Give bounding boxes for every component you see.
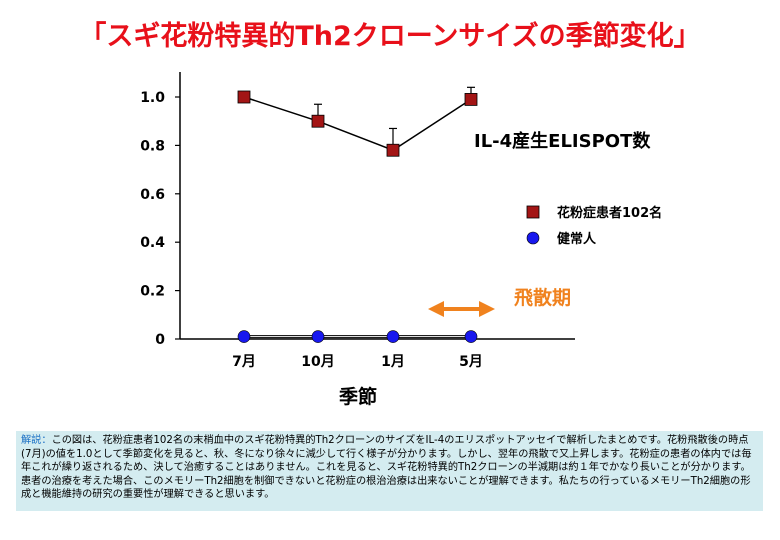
- y-tick-label: 0.8: [140, 138, 165, 154]
- legend-label: 健常人: [557, 231, 597, 247]
- data-point-healthy: [311, 330, 325, 343]
- y-tick-label: 0.4: [140, 235, 165, 251]
- chart-marks: [237, 86, 495, 343]
- x-tick-label: 7月: [232, 354, 256, 370]
- chart: 0 0.2 0.4 0.6 0.8 1.0 7月 10月 1月 5月 IL-4産生ELISPOT数…: [140, 72, 662, 408]
- data-point-healthy: [464, 330, 478, 343]
- x-tick-label: 1月: [381, 354, 405, 370]
- chart-annotation: IL-4産生ELISPOT数: [474, 130, 651, 152]
- series-line-patients: [243, 96, 472, 152]
- pollen-period-label: 飛散期: [514, 286, 571, 309]
- legend-marker-patients: [526, 205, 540, 219]
- period-arrow-right-head: [479, 301, 495, 317]
- y-tick-label: 1.0: [140, 90, 165, 106]
- data-point-patients: [386, 143, 400, 157]
- x-tick-label: 5月: [459, 354, 483, 370]
- y-tick-label: 0.2: [140, 284, 165, 300]
- page-title: 「スギ花粉特異的Th2クローンサイズの季節変化」: [79, 21, 701, 52]
- data-point-patients: [237, 90, 251, 104]
- y-tick-label: 0.6: [140, 187, 165, 203]
- legend-marker-healthy: [526, 231, 540, 245]
- data-point-patients: [464, 93, 478, 106]
- description-lead: 解説：: [21, 435, 52, 446]
- x-tick-label: 10月: [301, 354, 334, 370]
- chart-axes: 0 0.2 0.4 0.6 0.8 1.0 7月 10月 1月 5月: [140, 72, 575, 370]
- y-tick-label: 0: [155, 332, 165, 348]
- data-point-patients: [311, 114, 325, 128]
- period-arrow-left-head: [428, 301, 444, 317]
- description-box: 解説：この図は、花粉症患者102名の末梢血中のスギ花粉特異的Th2クローンのサイ…: [16, 431, 763, 511]
- description-text: この図は、花粉症患者102名の末梢血中のスギ花粉特異的Th2クローンのサイズをI…: [21, 435, 752, 501]
- x-axis-label: 季節: [339, 385, 377, 408]
- data-point-healthy: [237, 330, 251, 343]
- legend-label: 花粉症患者102名: [557, 205, 662, 221]
- data-point-healthy: [386, 330, 400, 343]
